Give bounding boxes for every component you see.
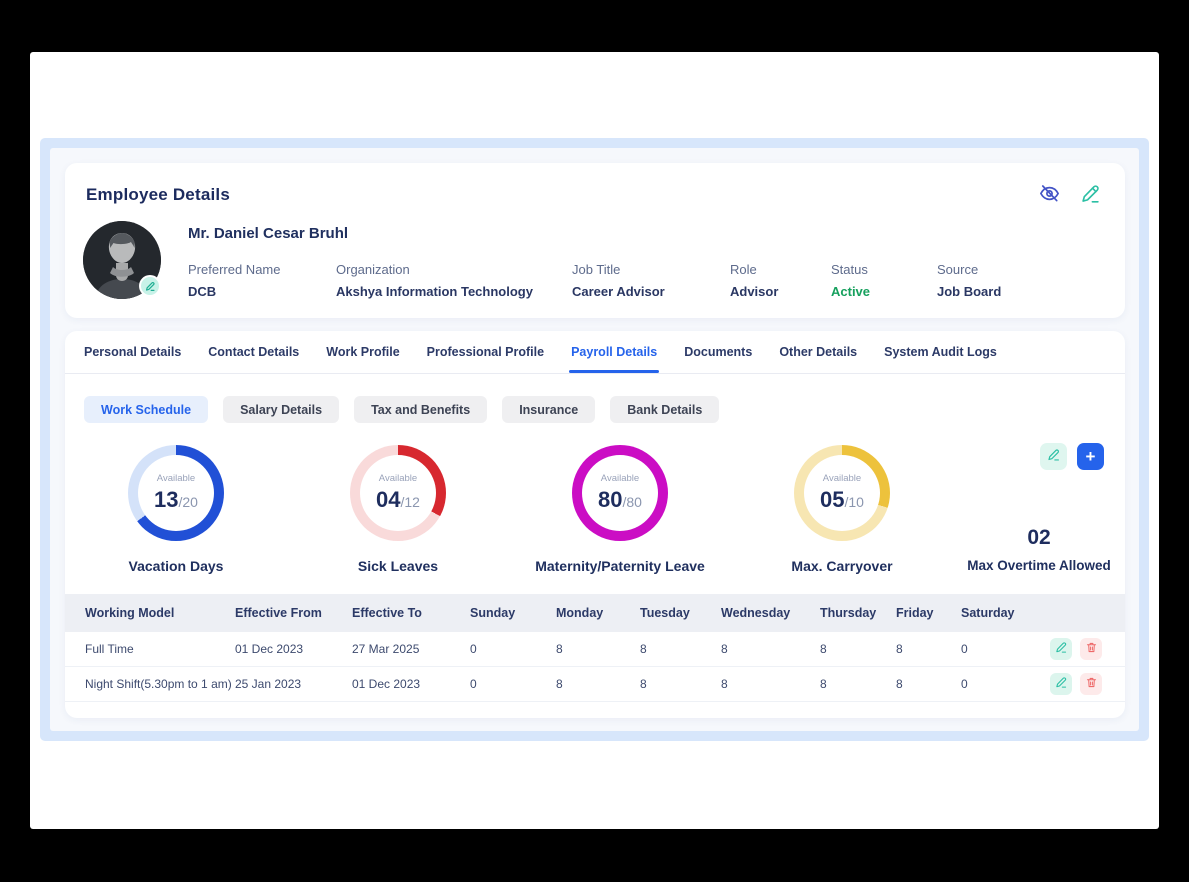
maternity-leave-card: Available 80/80 Maternity/Paternity Leav…: [509, 445, 731, 574]
max-overtime-value: 02: [1027, 526, 1051, 549]
subtab-salary-details[interactable]: Salary Details: [223, 396, 340, 423]
edit-pencil-icon: [1080, 183, 1102, 208]
leave-summary-row: Available 13/20 Vacation Days Available …: [65, 445, 1125, 574]
field-source: Source Job Board: [937, 262, 1002, 299]
eye-off-icon: [1038, 182, 1061, 208]
field-status: Status Active: [831, 262, 937, 299]
max-carryover-card: Available 05/10 Max. Carryover: [731, 445, 953, 574]
trash-icon: [1085, 676, 1098, 692]
subtab-work-schedule[interactable]: Work Schedule: [84, 396, 209, 423]
tab-other-details[interactable]: Other Details: [779, 345, 858, 359]
edit-pencil-icon: [1047, 448, 1061, 465]
plus-icon: +: [1085, 447, 1096, 466]
max-overtime-card: 02 Max Overtime Allowed: [953, 526, 1125, 574]
edit-row-button[interactable]: [1050, 673, 1072, 695]
payroll-card: Personal Details Contact Details Work Pr…: [65, 331, 1125, 718]
tab-payroll-details[interactable]: Payroll Details: [569, 331, 660, 373]
field-job-title: Job Title Career Advisor: [572, 262, 665, 299]
tab-documents[interactable]: Documents: [684, 345, 753, 359]
table-row: Night Shift(5.30pm to 1 am) 25 Jan 2023 …: [65, 667, 1125, 702]
vacation-days-card: Available 13/20 Vacation Days: [65, 445, 287, 574]
subtab-bar: Work Schedule Salary Details Tax and Ben…: [84, 396, 1125, 423]
page-title: Employee Details: [86, 185, 230, 204]
content-panel: Employee Details: [50, 148, 1139, 731]
vacation-days-donut: Available 13/20: [128, 445, 224, 541]
table-header-row: Working Model Effective From Effective T…: [65, 594, 1125, 632]
avatar-edit-badge[interactable]: [139, 275, 161, 297]
tab-personal-details[interactable]: Personal Details: [84, 345, 182, 359]
subtab-tax-and-benefits[interactable]: Tax and Benefits: [354, 396, 488, 423]
work-schedule-table: Working Model Effective From Effective T…: [65, 594, 1125, 702]
edit-row-button[interactable]: [1050, 638, 1072, 660]
delete-row-button[interactable]: [1080, 638, 1102, 660]
table-row: Full Time 01 Dec 2023 27 Mar 2025 0 8 8 …: [65, 632, 1125, 667]
field-preferred-name: Preferred Name DCB: [188, 262, 281, 299]
app-page: Employee Details: [30, 52, 1159, 829]
edit-pencil-icon: [1055, 641, 1068, 657]
employee-details-card: Employee Details: [65, 163, 1125, 318]
edit-schedule-button[interactable]: [1040, 443, 1067, 470]
delete-row-button[interactable]: [1080, 673, 1102, 695]
edit-details-button[interactable]: [1079, 183, 1103, 207]
max-carryover-donut: Available 05/10: [794, 445, 890, 541]
field-role: Role Advisor: [730, 262, 779, 299]
status-badge: Active: [831, 284, 871, 299]
employee-name: Mr. Daniel Cesar Bruhl: [188, 225, 349, 242]
maternity-leave-donut: Available 80/80: [572, 445, 668, 541]
tab-work-profile[interactable]: Work Profile: [326, 345, 400, 359]
profile-fields: Preferred Name DCB Organization Akshya I…: [188, 262, 1077, 299]
subtab-bank-details[interactable]: Bank Details: [610, 396, 720, 423]
hide-details-button[interactable]: [1037, 183, 1061, 207]
tab-system-audit-logs[interactable]: System Audit Logs: [884, 345, 997, 359]
sick-leaves-card: Available 04/12 Sick Leaves: [287, 445, 509, 574]
max-overtime-label: Max Overtime Allowed: [967, 558, 1111, 573]
tab-bar: Personal Details Contact Details Work Pr…: [65, 331, 1125, 374]
field-organization: Organization Akshya Information Technolo…: [336, 262, 533, 299]
tab-contact-details[interactable]: Contact Details: [208, 345, 300, 359]
subtab-insurance[interactable]: Insurance: [502, 396, 596, 423]
edit-pencil-icon: [1055, 676, 1068, 692]
sick-leaves-donut: Available 04/12: [350, 445, 446, 541]
tab-professional-profile[interactable]: Professional Profile: [426, 345, 545, 359]
add-schedule-button[interactable]: +: [1077, 443, 1104, 470]
content-frame: Employee Details: [40, 138, 1149, 741]
trash-icon: [1085, 641, 1098, 657]
